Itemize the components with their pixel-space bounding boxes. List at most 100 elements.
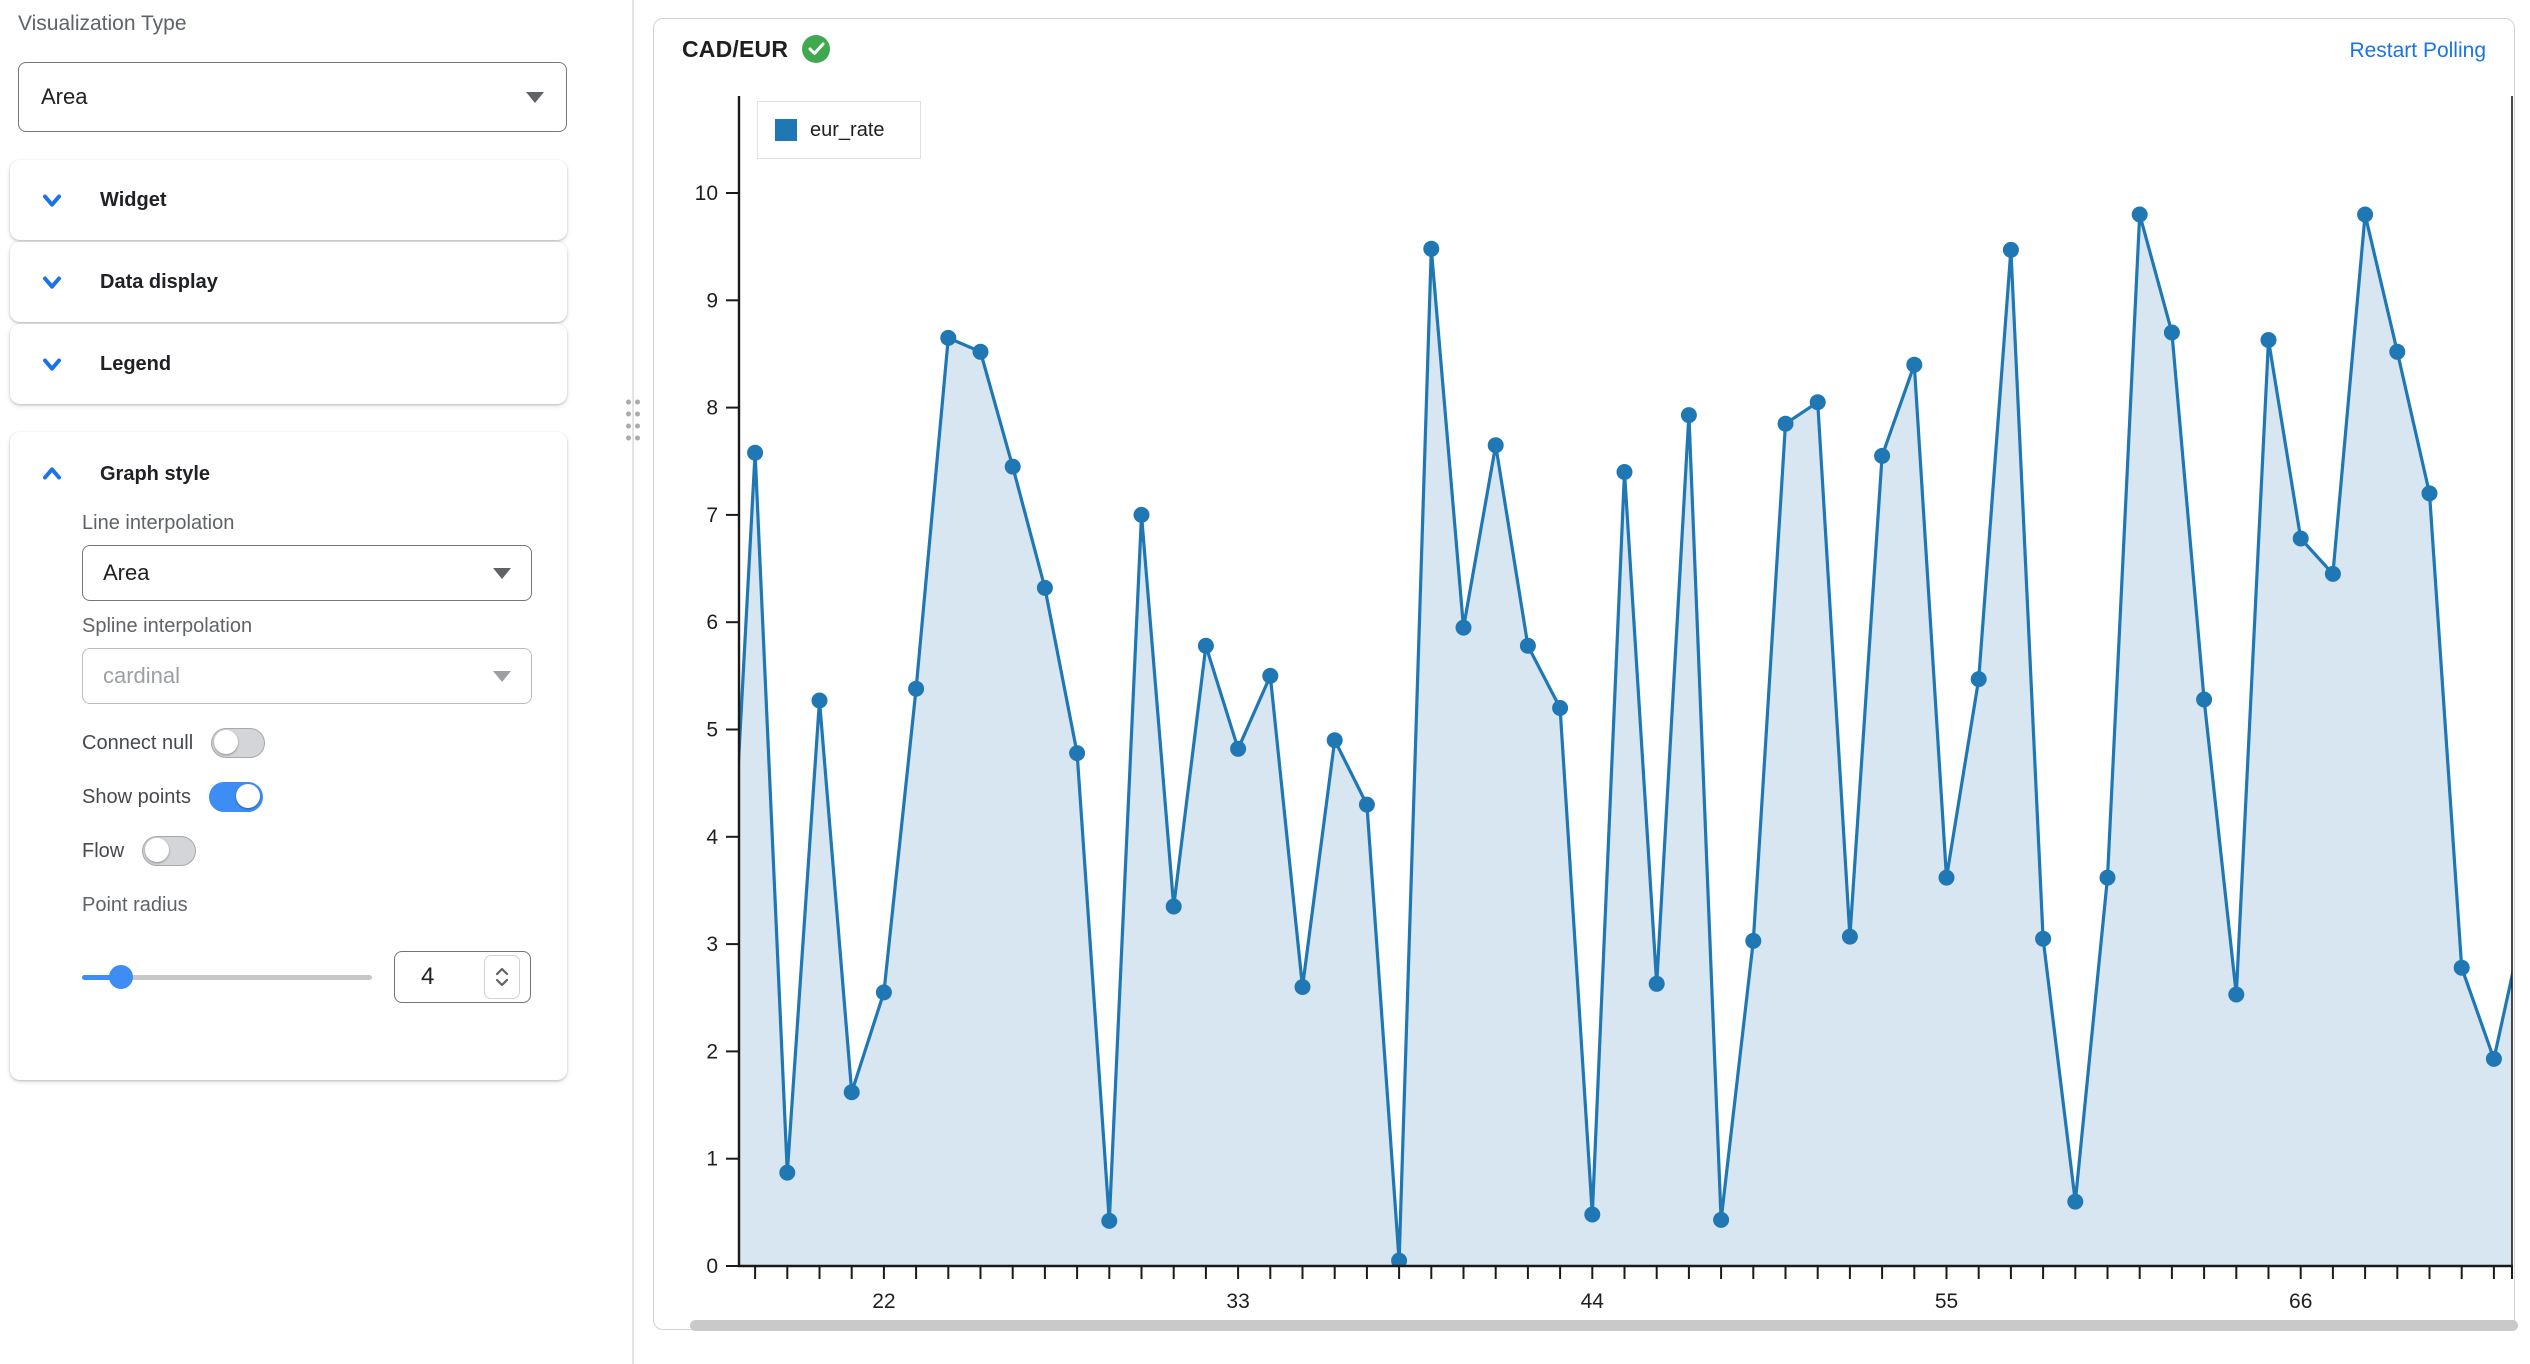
sidebar-section-graph-style: Graph style Line interpolation Area Spli… bbox=[10, 432, 567, 1080]
data-point[interactable] bbox=[940, 329, 957, 346]
divider-drag-handle[interactable] bbox=[624, 396, 642, 444]
data-point[interactable] bbox=[1165, 898, 1182, 915]
axes: 0 1 2 3 4 5 6 7 8 9 10 22 33 44 55 66 bbox=[695, 96, 2513, 1313]
data-point[interactable] bbox=[2163, 324, 2180, 341]
graph-style-header[interactable]: Graph style bbox=[10, 432, 567, 510]
data-point[interactable] bbox=[811, 692, 828, 709]
data-point[interactable] bbox=[1874, 447, 1891, 464]
spline-interpolation-select[interactable]: cardinal bbox=[82, 648, 532, 704]
data-point[interactable] bbox=[2260, 332, 2277, 348]
data-point[interactable] bbox=[1101, 1212, 1118, 1229]
data-point[interactable] bbox=[1519, 637, 1536, 654]
show-points-label: Show points bbox=[82, 785, 191, 808]
svg-text:8: 8 bbox=[706, 397, 718, 420]
data-point[interactable] bbox=[1713, 1211, 1730, 1228]
data-point[interactable] bbox=[1262, 667, 1279, 684]
chart-widget-card: CAD/EUR Restart Polling 0 1 2 3 4 5 6 7 8 9 10 22 33… bbox=[653, 18, 2515, 1330]
data-point[interactable] bbox=[1326, 732, 1343, 749]
slider-track bbox=[82, 975, 372, 980]
data-point[interactable] bbox=[2067, 1193, 2084, 1210]
data-point[interactable] bbox=[2453, 959, 2470, 976]
svg-text:5: 5 bbox=[706, 719, 718, 742]
slider-handle[interactable] bbox=[109, 965, 133, 989]
data-point[interactable] bbox=[2099, 869, 2116, 886]
data-point[interactable] bbox=[1906, 356, 1923, 373]
legend-swatch bbox=[775, 119, 797, 141]
flow-toggle[interactable] bbox=[142, 836, 197, 866]
chart-title: CAD/EUR bbox=[682, 35, 789, 62]
data-point[interactable] bbox=[2324, 565, 2341, 582]
svg-text:33: 33 bbox=[1226, 1290, 1249, 1313]
data-point[interactable] bbox=[1584, 1206, 1601, 1223]
data-point[interactable] bbox=[1970, 671, 1987, 688]
area-fill bbox=[739, 214, 2512, 1266]
data-point[interactable] bbox=[2292, 530, 2309, 547]
data-point[interactable] bbox=[1777, 415, 1794, 432]
data-point[interactable] bbox=[1745, 932, 1762, 949]
sidebar-section-data-display[interactable]: Data display bbox=[10, 242, 567, 322]
data-point[interactable] bbox=[2485, 1050, 2502, 1067]
data-point[interactable] bbox=[2035, 930, 2052, 947]
restart-polling-link[interactable]: Restart Polling bbox=[2349, 39, 2486, 62]
data-point[interactable] bbox=[1809, 394, 1826, 411]
data-point[interactable] bbox=[1133, 506, 1150, 523]
section-label: Widget bbox=[100, 188, 167, 211]
visualization-type-select[interactable]: Area bbox=[18, 62, 567, 132]
data-point[interactable] bbox=[1004, 458, 1021, 475]
point-radius-input[interactable] bbox=[419, 962, 483, 992]
data-point[interactable] bbox=[1841, 928, 1858, 945]
data-point[interactable] bbox=[1648, 975, 1665, 992]
data-point[interactable] bbox=[843, 1084, 860, 1101]
data-point[interactable] bbox=[1938, 869, 1955, 886]
data-point[interactable] bbox=[875, 984, 892, 1001]
data-point[interactable] bbox=[1197, 637, 1214, 654]
data-point[interactable] bbox=[1358, 796, 1375, 813]
number-stepper[interactable] bbox=[484, 955, 520, 999]
data-point[interactable] bbox=[2002, 241, 2019, 258]
data-point[interactable] bbox=[779, 1164, 796, 1181]
data-point[interactable] bbox=[2196, 691, 2213, 708]
legend-series-label: eur_rate bbox=[810, 118, 885, 141]
data-point[interactable] bbox=[2228, 986, 2245, 1003]
line-interpolation-value: Area bbox=[103, 560, 150, 585]
data-point[interactable] bbox=[1069, 745, 1086, 762]
data-point[interactable] bbox=[1036, 579, 1053, 596]
chart-legend[interactable]: eur_rate bbox=[757, 101, 921, 159]
data-point[interactable] bbox=[747, 444, 764, 461]
point-radius-input-box bbox=[394, 951, 531, 1003]
svg-text:7: 7 bbox=[706, 504, 718, 527]
data-point[interactable] bbox=[2357, 206, 2374, 223]
horizontal-scrollbar-thumb[interactable] bbox=[690, 1320, 2518, 1331]
svg-text:2: 2 bbox=[706, 1040, 718, 1063]
data-point[interactable] bbox=[1423, 240, 1440, 257]
data-point[interactable] bbox=[2421, 485, 2438, 502]
data-point[interactable] bbox=[1230, 740, 1247, 757]
show-points-toggle[interactable] bbox=[208, 782, 263, 812]
data-point[interactable] bbox=[1616, 464, 1633, 480]
sidebar-section-legend[interactable]: Legend bbox=[10, 324, 567, 404]
svg-text:66: 66 bbox=[2289, 1290, 2312, 1313]
data-point[interactable] bbox=[2131, 206, 2148, 223]
data-point[interactable] bbox=[1391, 1252, 1408, 1269]
data-point[interactable] bbox=[908, 680, 925, 697]
slider-fill bbox=[82, 975, 122, 980]
chevron-up-icon bbox=[43, 467, 61, 480]
chevron-down-icon bbox=[493, 670, 511, 682]
connect-null-toggle[interactable] bbox=[211, 728, 266, 758]
chevron-down-icon bbox=[43, 276, 61, 289]
data-point[interactable] bbox=[1552, 700, 1569, 716]
svg-text:55: 55 bbox=[1935, 1290, 1958, 1313]
data-point[interactable] bbox=[2389, 343, 2406, 360]
data-point[interactable] bbox=[1294, 979, 1311, 995]
point-radius-slider[interactable] bbox=[82, 965, 372, 989]
line-interpolation-select[interactable]: Area bbox=[82, 545, 532, 601]
chevron-up-icon bbox=[495, 967, 509, 976]
data-point[interactable] bbox=[1487, 437, 1504, 454]
section-label: Data display bbox=[100, 270, 218, 293]
chevron-down-icon bbox=[43, 194, 61, 207]
data-point[interactable] bbox=[1680, 407, 1697, 424]
data-point[interactable] bbox=[972, 343, 989, 360]
sidebar-section-widget[interactable]: Widget bbox=[10, 160, 567, 240]
data-point[interactable] bbox=[1455, 619, 1472, 636]
